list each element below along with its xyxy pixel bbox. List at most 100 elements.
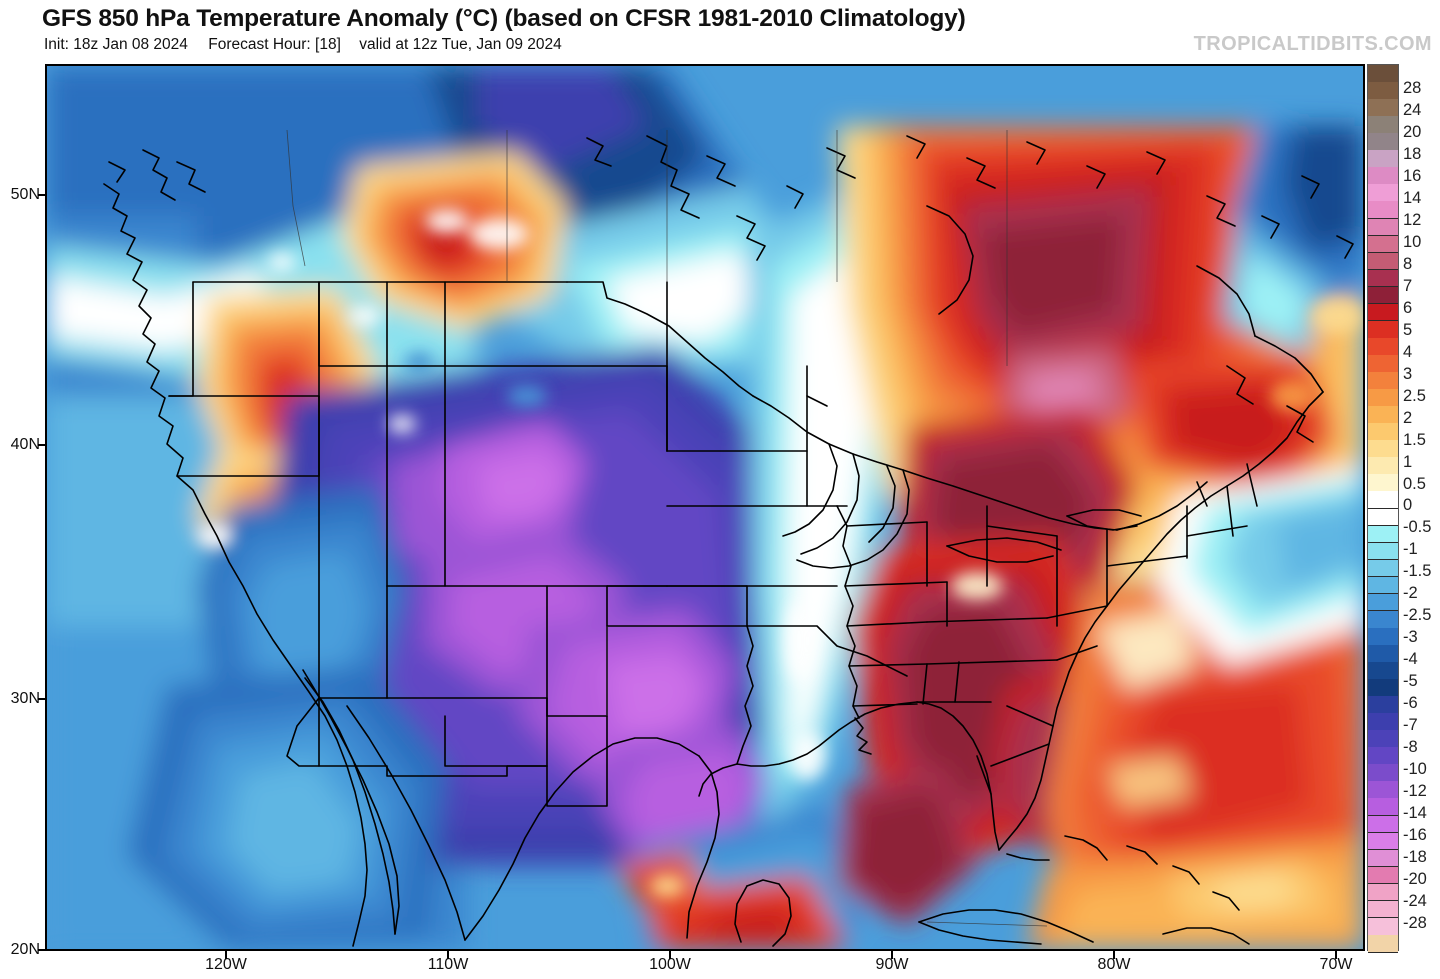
colorbar-tick-label: -1.5 (1403, 562, 1432, 581)
colorbar-tick-label: 3 (1403, 364, 1413, 383)
colorbar-band (1368, 354, 1398, 373)
colorbar-band (1368, 508, 1398, 527)
map-panel[interactable] (45, 64, 1365, 951)
colorbar-tick-label: -2 (1403, 584, 1418, 603)
colorbar-band (1368, 372, 1398, 390)
page-title: GFS 850 hPa Temperature Anomaly (°C) (ba… (42, 5, 966, 32)
colorbar-tick-label: 1 (1403, 452, 1413, 471)
colorbar-tick-label: -12 (1403, 782, 1427, 801)
colorbar-band (1368, 99, 1398, 117)
colorbar-band (1368, 474, 1398, 493)
colorbar-band (1368, 440, 1398, 458)
forecast-hour: Forecast Hour: [18] (208, 36, 341, 53)
colorbar-band (1368, 150, 1398, 168)
colorbar-tick-label: 16 (1403, 166, 1422, 185)
colorbar-band (1368, 610, 1398, 629)
colorbar-band (1368, 662, 1398, 680)
colorbar-tick-label: -0.5 (1403, 518, 1432, 537)
lat-tick-50n (38, 194, 46, 196)
colorbar-band (1368, 337, 1398, 356)
colorbar-tick-label: 0.5 (1403, 474, 1426, 493)
run-info: Init: 18z Jan 08 2024 Forecast Hour: [18… (44, 36, 562, 54)
colorbar-band (1368, 696, 1398, 714)
lon-tick-80w (1113, 951, 1115, 959)
lon-label-90w: 90W (875, 956, 909, 973)
colorbar-tick-label: -18 (1403, 848, 1427, 867)
colorbar-band (1368, 218, 1398, 237)
colorbar-tick-label: -5 (1403, 672, 1418, 691)
lon-label-100w: 100W (649, 956, 691, 973)
colorbar-tick-label: 10 (1403, 232, 1422, 251)
colorbar-tick-label: -14 (1403, 804, 1427, 823)
colorbar-band (1368, 576, 1398, 595)
colorbar-band (1368, 491, 1398, 510)
valid-time: valid at 12z Tue, Jan 09 2024 (359, 36, 562, 53)
colorbar-band (1368, 525, 1398, 544)
colorbar-tick-label: 24 (1403, 100, 1422, 119)
geography-overlay (103, 135, 1354, 947)
lon-tick-90w (891, 951, 893, 959)
colorbar-band (1368, 559, 1398, 578)
colorbar-tick-label: 2 (1403, 408, 1413, 427)
lon-label-110w: 110W (427, 956, 469, 973)
colorbar-tick-label: -1 (1403, 540, 1418, 559)
lon-tick-120w (225, 951, 227, 959)
colorbar-tick-label: -10 (1403, 760, 1427, 779)
lat-label-50n: 50N (10, 186, 40, 203)
colorbar-band (1368, 730, 1398, 748)
colorbar-band (1368, 269, 1398, 288)
colorbar-tick-label: -2.5 (1403, 606, 1432, 625)
colorbar-band (1368, 627, 1398, 646)
colorbar-band (1368, 65, 1398, 83)
colorbar-tick-label: 8 (1403, 254, 1413, 273)
colorbar-tick-label: 0 (1403, 496, 1413, 515)
colorbar-tick-label: 4 (1403, 342, 1413, 361)
watermark: TROPICALTIDBITS.COM (1193, 33, 1432, 55)
colorbar-tick-label: -20 (1403, 870, 1427, 889)
colorbar-band (1368, 593, 1398, 612)
lon-label-70w: 70W (1319, 956, 1353, 973)
colorbar-tick-label: -7 (1403, 716, 1418, 735)
lat-tick-40n (38, 444, 46, 446)
colorbar-tick-label: -28 (1403, 914, 1427, 933)
colorbar-band (1368, 883, 1398, 902)
colorbar-band (1368, 917, 1398, 936)
lon-tick-70w (1335, 951, 1337, 959)
colorbar-band (1368, 900, 1398, 919)
colorbar-tick-label: -16 (1403, 826, 1427, 845)
anomaly-field (47, 66, 1363, 949)
colorbar-band (1368, 133, 1398, 151)
colorbar-tick-label: 6 (1403, 298, 1413, 317)
colorbar-band (1368, 82, 1398, 100)
colorbar-band (1368, 286, 1398, 305)
colorbar-tick-label: -6 (1403, 694, 1418, 713)
colorbar-band (1368, 781, 1398, 800)
colorbar-band (1368, 389, 1398, 407)
lat-tick-30n (38, 698, 46, 700)
colorbar-band (1368, 764, 1398, 783)
colorbar-band (1368, 832, 1398, 851)
colorbar-band (1368, 679, 1398, 697)
colorbar-tick-label: 20 (1403, 122, 1422, 141)
colorbar[interactable] (1367, 64, 1399, 953)
colorbar-band (1368, 747, 1398, 765)
colorbar-tick-label: 7 (1403, 276, 1413, 295)
lon-tick-100w (669, 951, 671, 959)
colorbar-band (1368, 303, 1398, 322)
colorbar-tick-label: 18 (1403, 144, 1422, 163)
colorbar-tick-label: 5 (1403, 320, 1413, 339)
colorbar-band (1368, 252, 1398, 271)
lon-tick-110w (447, 951, 449, 959)
colorbar-band (1368, 713, 1398, 731)
colorbar-band (1368, 406, 1398, 424)
colorbar-tick-label: -4 (1403, 650, 1418, 669)
colorbar-tick-label: -24 (1403, 892, 1427, 911)
colorbar-band (1368, 201, 1398, 220)
colorbar-band (1368, 116, 1398, 134)
colorbar-tick-label: 28 (1403, 78, 1422, 97)
colorbar-band (1368, 798, 1398, 817)
colorbar-band (1368, 184, 1398, 203)
colorbar-band (1368, 167, 1398, 185)
colorbar-tick-label: 12 (1403, 210, 1422, 229)
